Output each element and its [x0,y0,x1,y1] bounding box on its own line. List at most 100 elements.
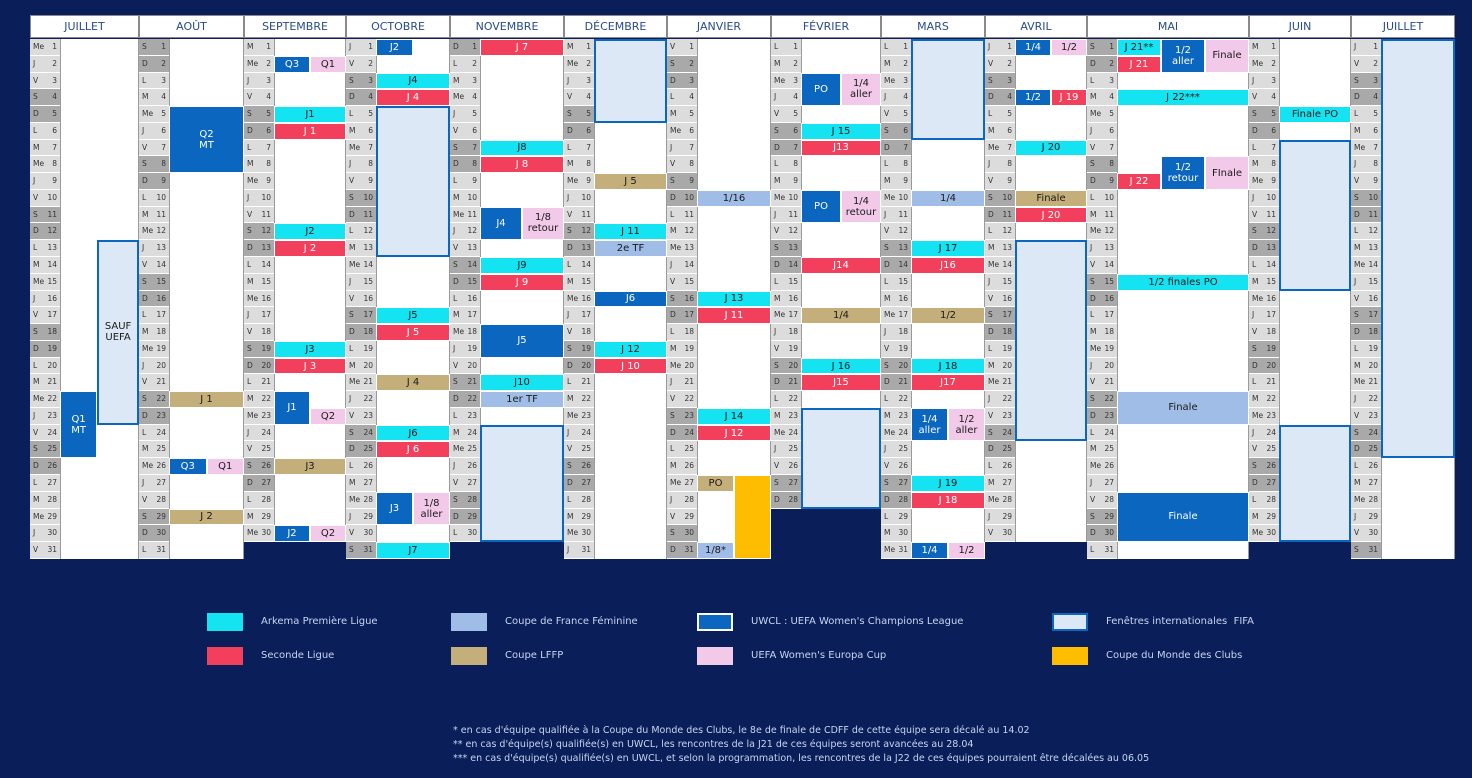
day-cell: V 23 [346,407,376,425]
date: 15 [1368,276,1378,286]
weekday: Me [247,176,259,186]
weekday: S [774,243,779,253]
day-cell: Me 17 [771,307,801,325]
date: 6 [1373,125,1378,135]
day-cell: D 13 [1249,240,1279,257]
date: 6 [1109,125,1114,135]
date: 25 [684,444,694,454]
date: 5 [1109,109,1114,119]
day-cell: L 14 [244,257,274,274]
day-cell: S 12 [1249,223,1279,241]
date: 29 [467,511,477,521]
weekday: V [453,243,459,253]
day-cell: M 11 [139,206,169,224]
weekday: S [33,92,38,102]
day-cell: D 29 [450,508,480,526]
weekday: V [1354,293,1360,303]
weekday: Me [988,142,1000,152]
date: 15 [467,276,477,286]
weekday: L [1090,545,1095,555]
legend-swatch [207,613,243,631]
date: 22 [363,394,373,404]
day-cell: Me 21 [346,374,376,392]
date: 22 [47,394,57,404]
month-header: JUIN [1249,15,1351,38]
date: 21 [1266,377,1276,387]
weekday: S [142,511,147,521]
date: 8 [161,159,166,169]
weekday: M [453,75,460,85]
weekday: Me [142,226,154,236]
weekday: L [1354,461,1359,471]
day-cell: Me 9 [564,173,594,190]
weekday: V [453,125,459,135]
day-cell: Me 16 [244,290,274,308]
date: 21 [1368,377,1378,387]
day-cell: M 25 [1087,441,1117,459]
weekday: J [142,360,145,370]
weekday: D [774,260,780,269]
day-cell: J 27 [139,475,169,492]
weekday: S [884,125,889,135]
date: 30 [898,528,908,538]
day-cell: J 24 [244,424,274,442]
weekday: V [670,276,676,286]
date: 16 [788,293,798,303]
date: 3 [1271,75,1276,85]
weekday: J [33,58,36,68]
date: 17 [467,310,477,320]
date: 8 [903,159,908,169]
weekday: V [988,410,994,420]
weekday: L [567,377,572,387]
date: 7 [903,142,908,152]
date: 12 [581,226,591,236]
date: 18 [788,327,798,337]
weekday: D [33,461,39,471]
date: 12 [1266,226,1276,236]
date: 11 [898,209,908,219]
day-cell: L 19 [346,340,376,358]
date: 1 [689,42,694,51]
date: 11 [261,209,271,219]
weekday: S [670,293,675,303]
date: 4 [1007,92,1012,102]
day-cell: J 18 [771,324,801,341]
weekday: S [884,360,889,370]
date: 6 [793,125,798,135]
date: 17 [47,310,57,320]
weekday: S [33,327,38,337]
day-cell: D 25 [985,441,1015,459]
day-cell: S 12 [244,223,274,241]
weekday: J [670,260,673,269]
weekday: D [1354,209,1360,219]
legend-label: Coupe de France Féminine [505,616,638,627]
weekday: J [142,243,145,253]
date: 23 [363,410,373,420]
day-cell: L 21 [1249,374,1279,392]
date: 29 [1002,511,1012,521]
day-cell: M 17 [450,307,480,325]
day-cell: Me 24 [771,424,801,442]
date: 28 [261,494,271,504]
weekday: V [1354,176,1360,186]
date: 6 [689,125,694,135]
day-cell: M 12 [667,223,697,241]
day-cell: Me 10 [771,189,801,207]
date: 26 [363,461,373,471]
weekday: L [33,360,38,370]
day-cell: Me 23 [244,407,274,425]
date: 15 [1104,276,1114,286]
day-cell: J 31 [564,542,594,559]
day-cell: Me 1 [30,39,60,56]
day-cell: M 28 [30,491,60,509]
date: 2 [1373,58,1378,68]
weekday: V [567,92,573,102]
month-header: SEPTEMBRE [244,15,346,38]
day-cell: L 21 [244,374,274,392]
